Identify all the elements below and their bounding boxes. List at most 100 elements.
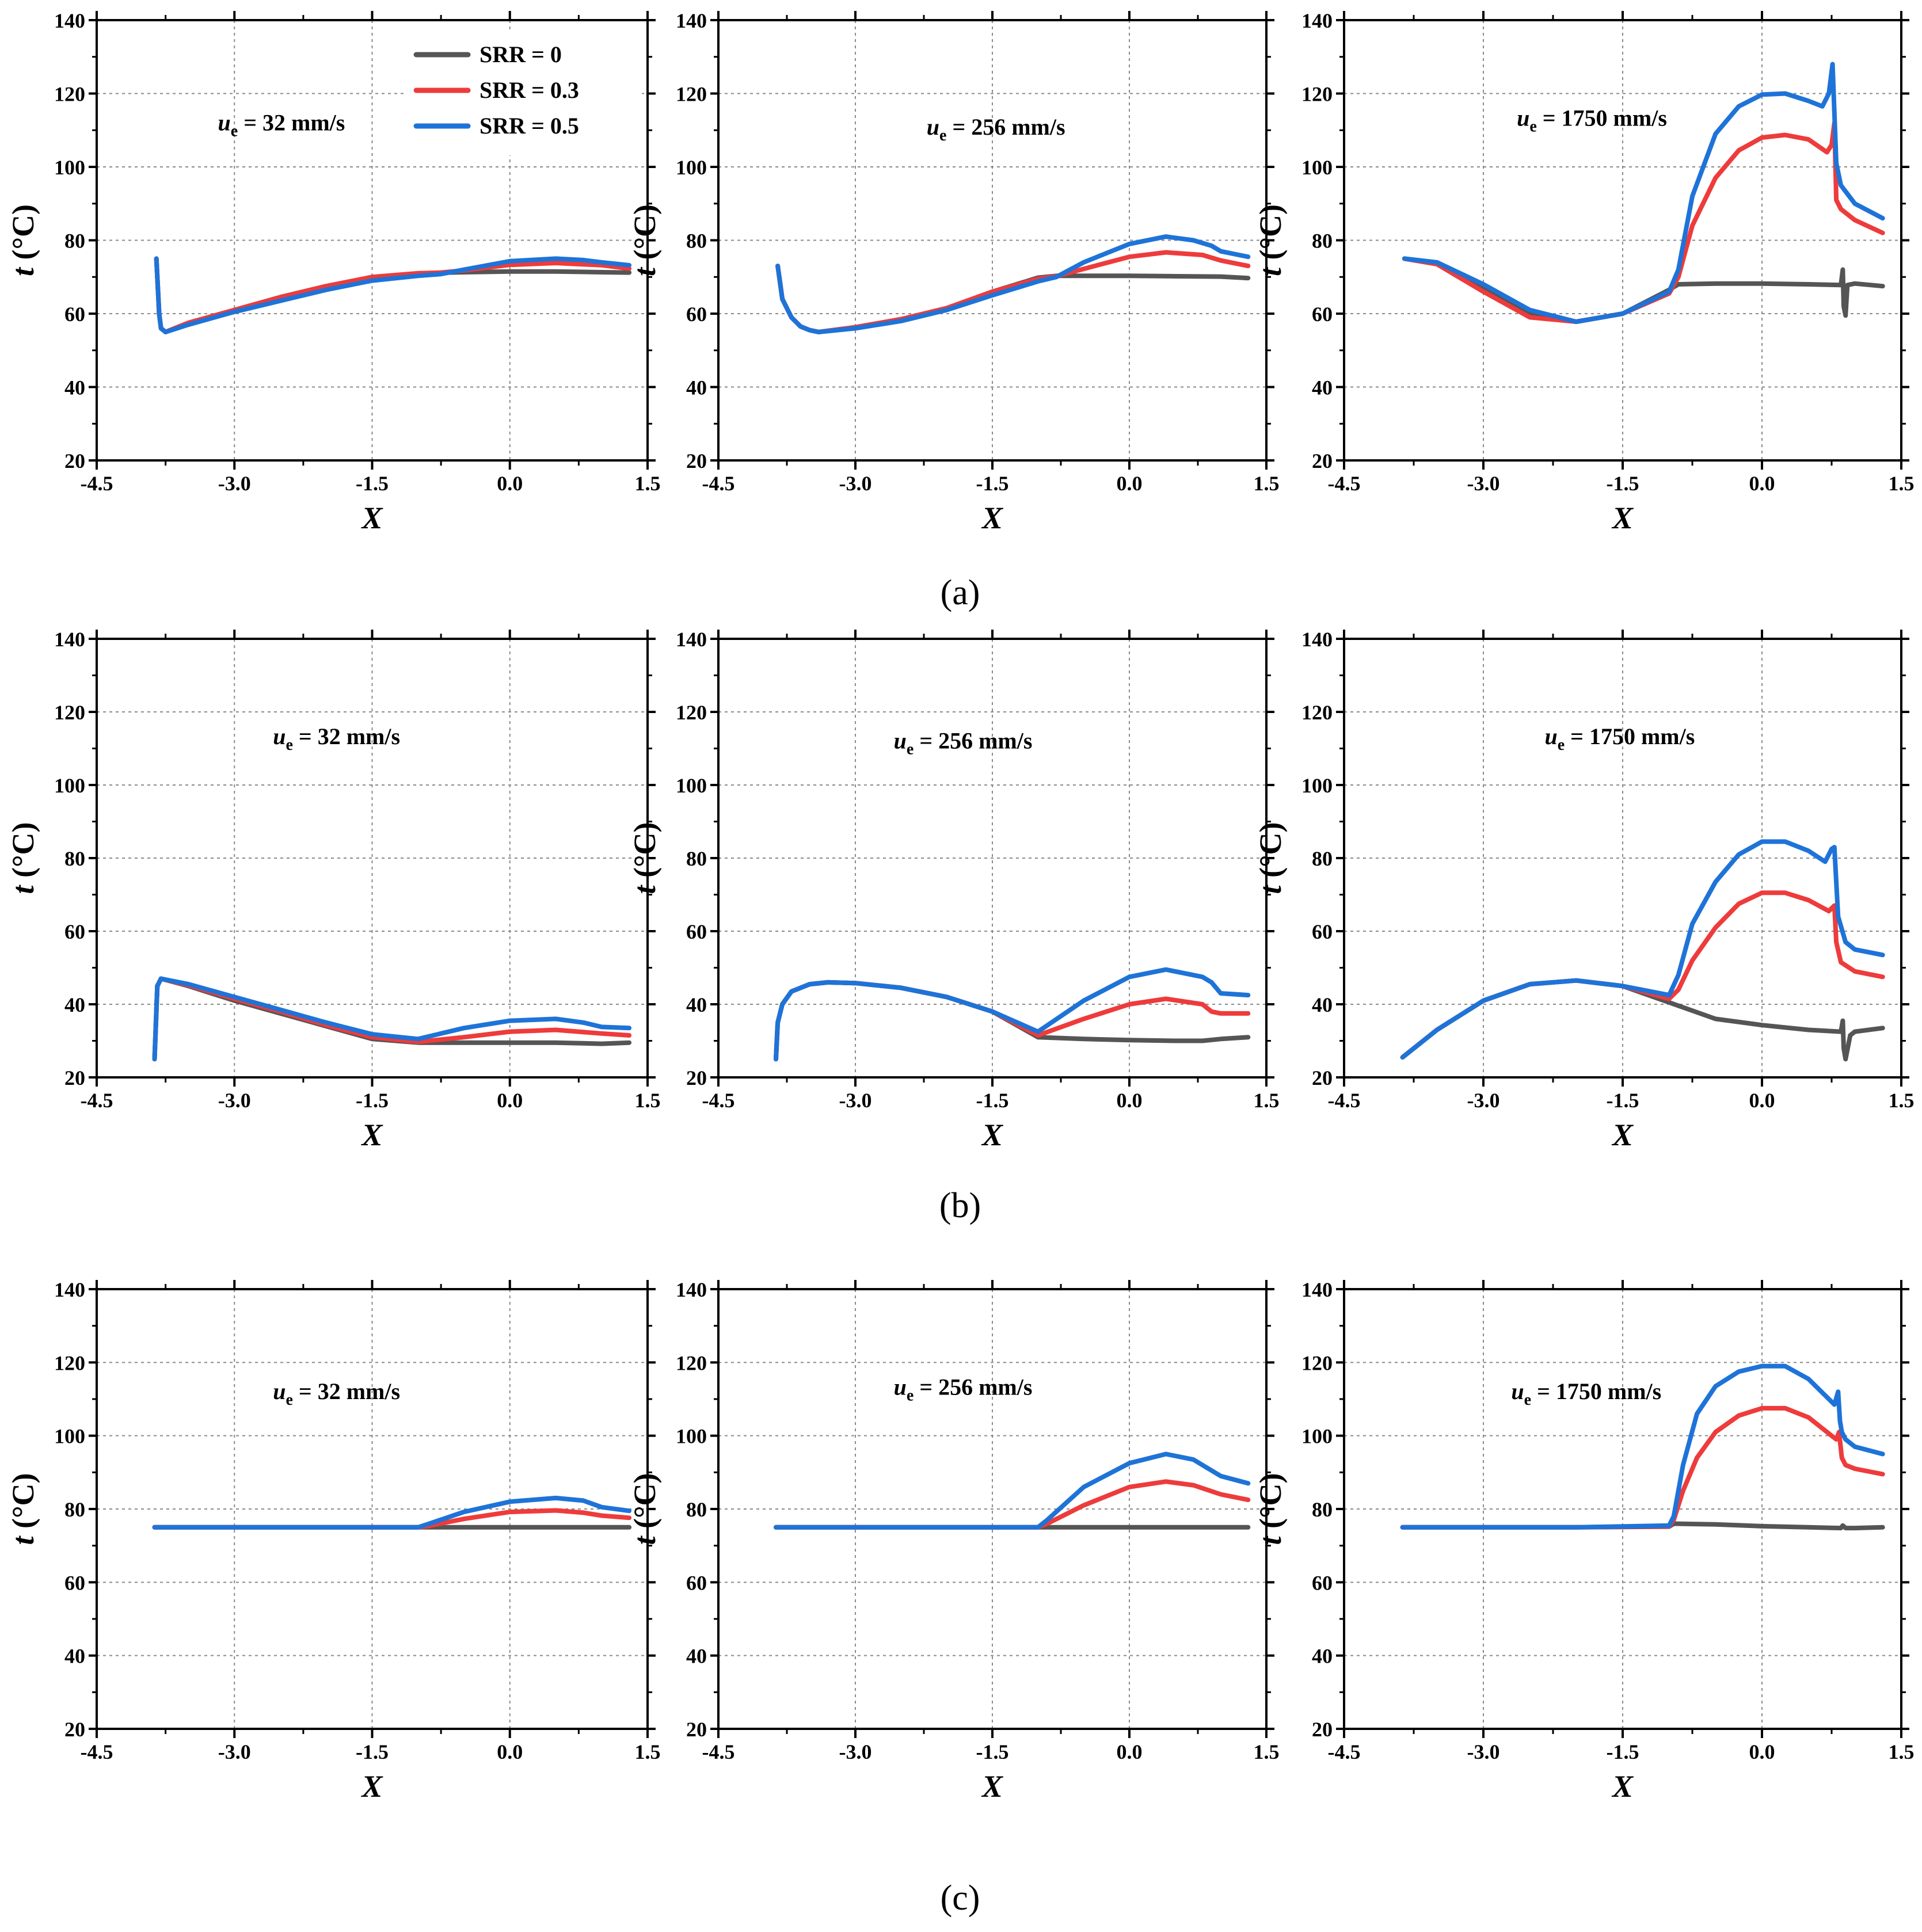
annotation-subscript: e (1558, 736, 1565, 754)
y-tick-label: 140 (676, 628, 707, 651)
x-tick-label: 1.5 (1889, 1740, 1915, 1763)
annotation-subscript: e (939, 127, 946, 144)
y-axis-label: t (°C) (627, 1473, 662, 1545)
y-tick-label: 40 (686, 1645, 707, 1668)
x-axis-label: X (360, 1118, 383, 1152)
y-axis-unit: (°C) (1253, 1473, 1288, 1536)
y-tick-label: 20 (1312, 449, 1333, 472)
annotation-subscript: e (231, 122, 238, 140)
x-tick-label: 0.0 (497, 472, 523, 495)
annotation-symbol: u (927, 114, 939, 140)
y-axis-label: t (°C) (1253, 1473, 1288, 1545)
annotation-subscript: e (907, 741, 914, 759)
y-tick-label: 140 (1301, 9, 1333, 32)
y-tick-label: 20 (64, 449, 85, 472)
series-line (1402, 120, 1885, 324)
y-axis-unit: (°C) (1253, 822, 1288, 885)
chart-b2: ue = 256 mm/s -4.5 -3.0 -1.5 0.0 1.5 20 40 60 80 1… (627, 628, 1280, 1152)
y-tick-label: 60 (686, 303, 707, 326)
y-tick-label: 20 (686, 449, 707, 472)
series-line (1400, 1363, 1885, 1530)
y-axis-symbol: t (627, 1535, 662, 1545)
y-tick-label: 80 (1312, 230, 1333, 253)
x-tick-label: 1.5 (635, 1089, 661, 1112)
y-tick-label: 120 (1301, 1351, 1333, 1374)
annotation-subscript: e (907, 1386, 914, 1404)
annotation-symbol: u (273, 1378, 286, 1404)
velocity-annotation: ue = 1750 mm/s (1544, 723, 1695, 754)
x-axis-label: X (360, 1769, 383, 1804)
x-tick-label: -4.5 (702, 472, 735, 495)
y-tick-label: 20 (1312, 1718, 1333, 1741)
x-axis-label: X (1611, 1118, 1634, 1152)
y-axis-label: t (°C) (6, 822, 40, 894)
y-tick-label: 20 (64, 1718, 85, 1741)
x-axis-label: X (1611, 501, 1634, 535)
annotation-value: = 32 mm/s (293, 723, 400, 749)
y-tick-label: 80 (1312, 847, 1333, 870)
annotation-symbol: u (218, 109, 231, 135)
y-tick-label: 140 (676, 1278, 707, 1301)
y-tick-label: 60 (1312, 1571, 1333, 1594)
y-tick-label: 120 (676, 83, 707, 106)
x-tick-label: 0.0 (1117, 472, 1143, 495)
x-tick-label: -4.5 (702, 1089, 735, 1112)
legend-entry: SRR = 0.5 (479, 113, 579, 139)
series-line (154, 256, 632, 334)
y-tick-label: 40 (1312, 993, 1333, 1016)
series-line (1400, 839, 1885, 1060)
velocity-annotation: ue = 256 mm/s (894, 728, 1033, 759)
y-tick-label: 20 (1312, 1066, 1333, 1089)
velocity-annotation: ue = 32 mm/s (218, 109, 345, 140)
x-tick-label: 1.5 (1889, 1089, 1915, 1112)
y-axis-unit: (°C) (1253, 204, 1288, 268)
velocity-annotation: ue = 32 mm/s (273, 723, 400, 754)
panel-label-b: (b) (939, 1186, 981, 1225)
series-line (774, 967, 1251, 1062)
legend-entry: SRR = 0.3 (479, 77, 579, 103)
panel-label-c: (c) (941, 1878, 980, 1918)
x-tick-label: -1.5 (976, 1740, 1009, 1763)
x-tick-label: -3.0 (218, 472, 251, 495)
x-tick-label: -3.0 (839, 472, 872, 495)
y-tick-label: 60 (64, 1571, 85, 1594)
y-tick-label: 100 (54, 1425, 85, 1448)
annotation-value: = 1750 mm/s (1537, 105, 1667, 131)
velocity-annotation: ue = 1750 mm/s (1511, 1378, 1661, 1409)
y-tick-label: 100 (54, 156, 85, 179)
velocity-annotation: ue = 1750 mm/s (1517, 105, 1667, 136)
annotation-value: = 32 mm/s (238, 109, 345, 135)
y-axis-label: t (°C) (1253, 822, 1288, 894)
x-tick-label: -3.0 (1467, 1740, 1500, 1763)
annotation-value: = 1750 mm/s (1531, 1378, 1661, 1404)
x-tick-label: 0.0 (1749, 472, 1775, 495)
y-tick-label: 80 (64, 1498, 85, 1521)
y-tick-label: 40 (686, 993, 707, 1016)
x-axis-label: X (981, 501, 1004, 535)
annotation-value: = 256 mm/s (946, 114, 1065, 140)
y-axis-symbol: t (6, 266, 40, 276)
x-tick-label: -4.5 (81, 472, 113, 495)
annotation-symbol: u (894, 1374, 907, 1400)
y-tick-label: 60 (64, 303, 85, 326)
y-tick-label: 100 (1301, 774, 1333, 797)
series-line (1402, 256, 1885, 324)
series-line (1402, 62, 1885, 324)
chart-a2: ue = 256 mm/s -4.5 -3.0 -1.5 0.0 1.5 20 40 60 80 1… (627, 9, 1280, 535)
x-tick-label: -1.5 (1607, 1089, 1639, 1112)
series-line (152, 1495, 632, 1530)
y-tick-label: 120 (54, 701, 85, 724)
x-axis-label: X (981, 1118, 1004, 1152)
y-axis-label: t (°C) (627, 204, 662, 276)
y-tick-label: 140 (54, 9, 85, 32)
x-tick-label: -4.5 (81, 1089, 113, 1112)
chart-c1: ue = 32 mm/s -4.5 -3.0 -1.5 0.0 1.5 20 40 60 80 10… (6, 1278, 661, 1804)
x-axis-label: X (1611, 1769, 1634, 1804)
y-axis-unit: (°C) (627, 822, 662, 885)
y-axis-label: t (°C) (627, 822, 662, 894)
panel-label-a: (a) (941, 573, 980, 612)
y-tick-label: 40 (64, 993, 85, 1016)
y-tick-label: 140 (1301, 1278, 1333, 1301)
annotation-value: = 256 mm/s (914, 728, 1032, 754)
